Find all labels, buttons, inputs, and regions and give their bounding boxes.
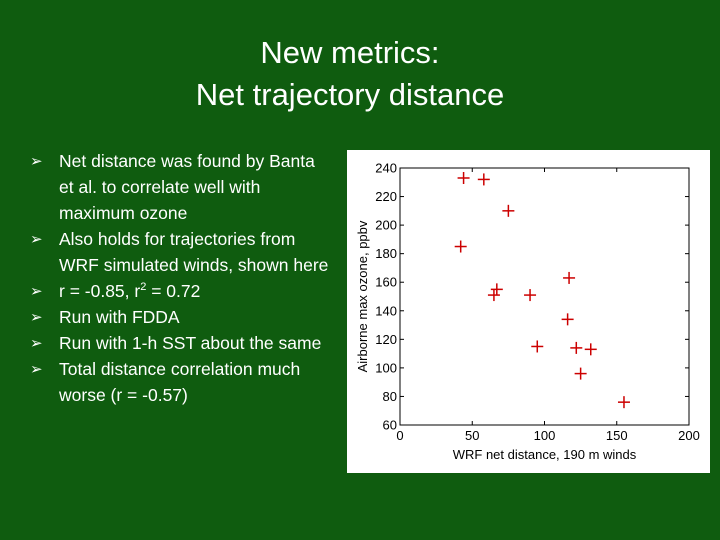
- x-tick-label: 200: [678, 428, 700, 443]
- bullet-text: Also holds for trajectories from WRF sim…: [59, 229, 329, 275]
- data-point: [570, 341, 583, 354]
- data-point: [574, 367, 587, 380]
- arrow-right-icon: ➢: [30, 230, 43, 248]
- data-point: [524, 289, 537, 302]
- bullet-text: Total distance correlation much worse (r…: [59, 359, 301, 405]
- scatter-plot-svg: 0 50 100 150 200 60 80 100 120 140 160 180 200 220 240…: [355, 161, 700, 463]
- title-line-1: New metrics:: [260, 35, 440, 70]
- plot-frame: [399, 167, 690, 426]
- bullet-text: Net distance was found by Banta et al. t…: [59, 151, 315, 223]
- x-tick-label: 50: [465, 428, 479, 443]
- bullet-item: ➢ Run with FDDA: [30, 304, 330, 330]
- data-point: [457, 171, 470, 184]
- arrow-right-icon: ➢: [30, 360, 43, 378]
- y-tick-label: 120: [375, 332, 397, 347]
- y-tick-label: 140: [375, 303, 397, 318]
- y-tick-label: 240: [375, 161, 397, 176]
- data-point: [561, 313, 574, 326]
- bullet-text: r = -0.85, r: [59, 281, 141, 301]
- data-point: [584, 343, 597, 356]
- y-axis-label: Airborne max ozone, ppbv: [355, 220, 370, 372]
- y-tick-label: 180: [375, 246, 397, 261]
- data-point: [531, 340, 544, 353]
- arrow-right-icon: ➢: [30, 282, 43, 300]
- bullet-item: ➢ Also holds for trajectories from WRF s…: [30, 226, 330, 278]
- data-point: [490, 283, 503, 296]
- x-axis-label: WRF net distance, 190 m winds: [453, 447, 637, 462]
- bullet-item: ➢ Run with 1-h SST about the same: [30, 330, 330, 356]
- data-point: [502, 204, 515, 217]
- r2-exponent: 2: [140, 281, 147, 294]
- data-point: [487, 289, 500, 302]
- x-tick-label: 150: [606, 428, 628, 443]
- data-point: [563, 271, 576, 284]
- y-tick-label: 100: [375, 360, 397, 375]
- x-tick-label: 100: [534, 428, 556, 443]
- y-tick-label: 80: [383, 389, 397, 404]
- y-tick-label: 60: [383, 418, 397, 433]
- arrow-right-icon: ➢: [30, 152, 43, 170]
- arrow-right-icon: ➢: [30, 334, 43, 352]
- data-point: [477, 173, 490, 186]
- r2-value: = 0.72: [146, 281, 201, 301]
- x-tick-label: 0: [396, 428, 403, 443]
- y-tick-label: 200: [375, 218, 397, 233]
- y-tick-label: 220: [375, 189, 397, 204]
- bullet-text: Run with 1-h SST about the same: [59, 333, 322, 353]
- data-point: [617, 396, 630, 409]
- bullet-item: ➢ Total distance correlation much worse …: [30, 356, 330, 408]
- bullet-item: ➢ r = -0.85, r2 = 0.72: [30, 278, 330, 304]
- y-tick-label: 160: [375, 275, 397, 290]
- data-point: [454, 240, 467, 253]
- slide-title: New metrics: Net trajectory distance: [100, 32, 600, 116]
- bullet-text: Run with FDDA: [59, 307, 180, 327]
- bullet-item: ➢ Net distance was found by Banta et al.…: [30, 148, 330, 226]
- bullet-list: ➢ Net distance was found by Banta et al.…: [30, 148, 330, 408]
- arrow-right-icon: ➢: [30, 308, 43, 326]
- title-line-2: Net trajectory distance: [195, 77, 505, 112]
- scatter-plot: 0 50 100 150 200 60 80 100 120 140 160 180 200 220 240…: [347, 150, 710, 473]
